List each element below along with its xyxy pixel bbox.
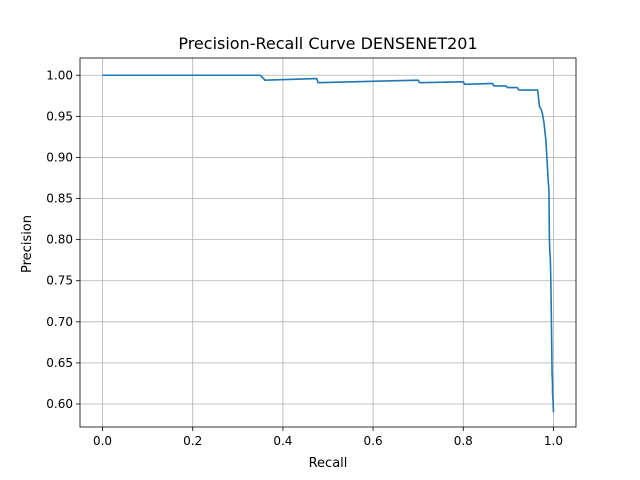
pr-curve-line	[102, 74, 555, 413]
y-tick-label: 1.00	[46, 68, 73, 82]
y-axis-label: Precision	[20, 215, 35, 273]
x-tick-label: 0.8	[454, 434, 473, 448]
x-tick-label: 0.0	[93, 434, 112, 448]
grid	[80, 58, 576, 427]
x-tick-label: 1.0	[544, 434, 563, 448]
x-tick-label: 0.2	[183, 434, 202, 448]
y-tick-label: 0.70	[46, 315, 73, 329]
y-tick-label: 0.60	[46, 397, 73, 411]
axes-frame	[79, 57, 577, 428]
y-axis-ticks: 0.60 0.65 0.70 0.75 0.80 0.85 0.90 0.95 1.00	[46, 68, 80, 411]
y-tick-label: 0.75	[46, 274, 73, 288]
chart-title: Precision-Recall Curve DENSENET201	[178, 34, 477, 53]
x-axis-label: Recall	[309, 456, 348, 471]
y-tick-label: 0.65	[46, 356, 73, 370]
y-tick-label: 0.80	[46, 233, 73, 247]
y-tick-label: 0.85	[46, 192, 73, 206]
x-tick-label: 0.4	[273, 434, 292, 448]
x-axis-ticks: 0.0 0.2 0.4 0.6 0.8 1.0	[93, 427, 563, 448]
y-tick-label: 0.95	[46, 109, 73, 123]
plot-area	[102, 74, 555, 413]
x-tick-label: 0.6	[364, 434, 383, 448]
y-tick-label: 0.90	[46, 150, 73, 164]
